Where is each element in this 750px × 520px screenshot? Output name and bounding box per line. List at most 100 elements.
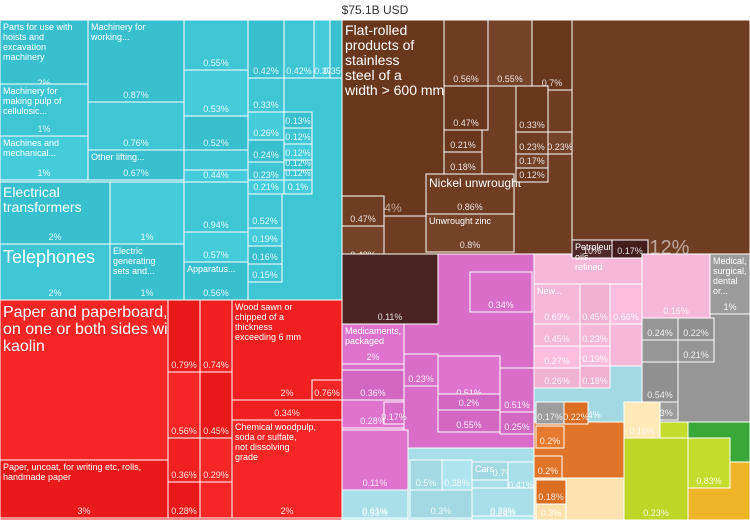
tile-misc[interactable]: 0.18% [579,365,611,389]
tile-machinery[interactable]: 0.33% [247,77,285,113]
tile-chemicals[interactable]: 0.11% [341,429,409,491]
tile-machinery[interactable]: 0.94% [183,181,249,233]
tile-machinery[interactable]: 0.42% [247,20,285,79]
tile-paper[interactable]: 0.76% [311,379,343,401]
tile-metals[interactable]: 0.18% [443,151,483,175]
tile-metals[interactable]: 0.23% [547,131,573,155]
tile-plastics[interactable]: 0.22% [563,401,589,425]
tile-instruments[interactable]: 0.21% [677,339,715,363]
tile-machinery[interactable]: 0.1% [283,179,313,195]
tile-stone[interactable]: 0.3% [535,503,567,520]
tile-chemicals[interactable]: 0.2% [437,393,501,411]
tile-machinery[interactable]: 0.16% [247,245,283,265]
tile-machinery[interactable]: 0.52% [183,115,249,151]
tile-misc[interactable]: 0.66% [609,283,643,325]
tile-metals[interactable]: 0.21% [443,129,483,153]
tile-paper[interactable]: 0.29% [199,437,233,483]
tile-instruments[interactable]: 0.54% [641,361,679,403]
tile-machinery[interactable]: 0.44% [183,169,249,183]
tile-machinery[interactable]: 0.15% [247,263,283,283]
tile-machinery[interactable]: 0.53% [183,69,249,117]
tile-metals[interactable]: 0.7% [531,20,573,91]
tile-chemicals[interactable]: 0.51% [499,367,535,413]
tile-instruments[interactable]: 0.24% [641,317,679,341]
tile-paper[interactable]: 0.79% [167,299,201,373]
tile-misc[interactable]: 0.27% [533,345,581,369]
tile-paper[interactable]: 0.56% [167,371,201,439]
tile-misc[interactable]: 0.45% [579,283,611,325]
tile-machinery[interactable]: 0.23% [247,161,285,183]
tile-paper[interactable]: 0.45% [199,371,233,439]
tile-machinery[interactable]: 0.21% [247,179,285,195]
tile-instruments[interactable]: 0.17% [535,401,565,425]
tile-metals[interactable]: 0.17% [515,153,549,169]
tile-machinery[interactable]: 0.52% [247,193,283,229]
tile-machinery[interactable]: 0.12% [283,127,313,145]
tile-paper[interactable]: 0.28% [167,481,201,519]
tile-plastics[interactable]: 0.2% [535,425,565,449]
tile-plastics[interactable]: 0.18% [535,479,567,505]
tile-metals[interactable]: 0.12% [571,20,750,259]
tile-metals[interactable]: 0.23% [515,131,549,155]
tile-transport[interactable]: 0.28% [471,487,535,519]
tile-paper[interactable]: 0.74% [199,299,233,373]
tile-metals[interactable]: 0.56% [443,20,489,87]
tile-metals[interactable]: 0.33% [515,85,549,133]
tile-metals[interactable]: 0.47% [341,195,385,227]
tile-machinery[interactable]: 0.42% [283,20,315,79]
tile-transport[interactable]: 0.24% [471,508,535,520]
tile-machinery[interactable]: 0.19% [247,227,283,247]
tile-stone[interactable]: 0.16% [623,401,661,439]
tile-metals[interactable]: Unwrought zinc 0.8% [425,213,515,253]
tile-misc[interactable]: New... 0.69% [533,283,581,325]
tile-chemicals[interactable]: 0.25% [499,411,535,435]
tile-machinery[interactable]: 0.26% [247,111,285,141]
tile-mineral[interactable]: 0.11% [341,253,439,325]
tile-metals[interactable]: 0.55% [487,20,533,87]
tile-machinery[interactable]: 0.13% [283,111,313,129]
tile-metals[interactable]: 0.47% [443,85,489,131]
tile-machinery[interactable]: Other lifting... 0.67% [87,149,185,181]
tile-chemicals[interactable]: Medicaments,packaged 2% [341,323,405,365]
tile-metals[interactable]: Nickel unwrought 0.86% [425,173,522,215]
tile-transport[interactable]: 0.3% [409,489,473,519]
tile-machinery[interactable]: 0.57% [183,231,249,263]
tile-chemicals[interactable]: 0.34% [469,271,533,313]
tile-chemicals[interactable]: 0.17% [381,401,407,425]
tile-misc[interactable]: 0.16% [641,253,711,319]
tile-chemicals[interactable]: 0.36% [341,369,405,401]
tile-paper[interactable]: Paper, uncoat, for writing etc, rolls,ha… [0,459,169,519]
tile-transport[interactable]: 0.53% [341,508,409,520]
tile-machinery[interactable]: 0.12% [283,168,313,181]
tile-misc[interactable]: 0.23% [579,323,611,347]
tile-machinery[interactable]: 0.24% [247,139,285,163]
tile-transport[interactable]: 0.38% [441,459,473,491]
tile-machinery[interactable]: Apparatus... 0.56% [183,261,249,301]
tile-paper[interactable]: Chemical woodpulp,soda or sulfate,not di… [231,419,343,519]
tile-chemicals[interactable]: 0.23% [403,353,439,387]
tile-mineral[interactable]: 0.17% [611,239,649,259]
tile-transport[interactable]: 0.5% [409,459,443,491]
tile-metals[interactable]: 0.12% [515,167,549,183]
tile-paper[interactable]: 0.36% [167,437,201,483]
tile-machinery[interactable]: Telephones 2% [0,243,111,301]
tile-chemicals[interactable]: 0.51% [437,355,501,401]
tile-machinery[interactable]: 1% [109,181,185,245]
tile-instruments[interactable]: 0.22% [677,317,715,341]
tile-vegetable[interactable]: 0.23% [623,437,689,520]
tile-misc[interactable]: 0.45% [533,323,581,347]
tile-misc[interactable]: 0.19% [579,345,611,367]
tile-transport[interactable]: 0.41% [507,461,535,493]
tile-misc[interactable]: 0.26% [533,367,581,389]
tile-machinery[interactable]: 0.76% [87,101,185,151]
tile-vegetable[interactable]: 0.83% [687,437,731,489]
